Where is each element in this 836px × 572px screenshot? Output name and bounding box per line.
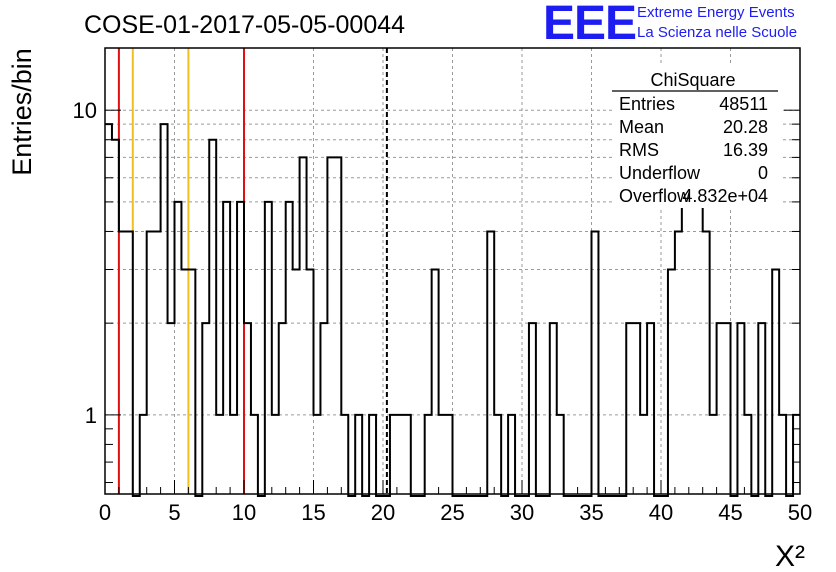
x-tick-label: 10 [232,500,256,525]
x-tick-label: 25 [440,500,464,525]
x-tick-label: 45 [718,500,742,525]
x-tick-label: 50 [788,500,812,525]
stats-title: ChiSquare [650,70,735,90]
stats-label: Underflow [619,163,701,183]
y-axis-label: Entries/bin [7,48,37,176]
stats-label: Overflow [619,186,691,206]
reference-lines [117,48,388,494]
x-tick-label: 15 [301,500,325,525]
stats-label: Entries [619,94,675,114]
x-tick-label: 5 [168,500,180,525]
stats-label: Mean [619,117,664,137]
brand-line-2: La Scienza nelle Scuole [637,24,798,41]
brand-line-1: Extreme Energy Events [637,4,795,21]
x-tick-label: 40 [649,500,673,525]
stats-value: 48511 [719,94,768,114]
stats-value: 0 [758,163,768,183]
stats-box: ChiSquare Entries 48511 Mean 20.28 RMS 1… [612,66,782,208]
y-tick-label: 1 [85,403,97,428]
x-axis-label: X² [775,540,805,572]
chart-title: COSE-01-2017-05-05-00044 [84,11,405,39]
x-tick-label: 0 [99,500,111,525]
axis-ticks: 0 5 10 15 20 25 30 35 40 45 50 1 10 [73,98,813,525]
x-tick-label: 30 [510,500,534,525]
x-tick-label: 35 [579,500,603,525]
stats-box-frame [612,66,782,208]
x-tick-label: 20 [371,500,395,525]
y-tick-label: 10 [73,98,97,123]
stats-value: 20.28 [723,117,768,137]
stats-label: RMS [619,140,659,160]
stats-value: 16.39 [723,140,768,160]
stats-value: 4.832e+04 [682,186,768,206]
eee-logo: EEE [543,0,637,50]
